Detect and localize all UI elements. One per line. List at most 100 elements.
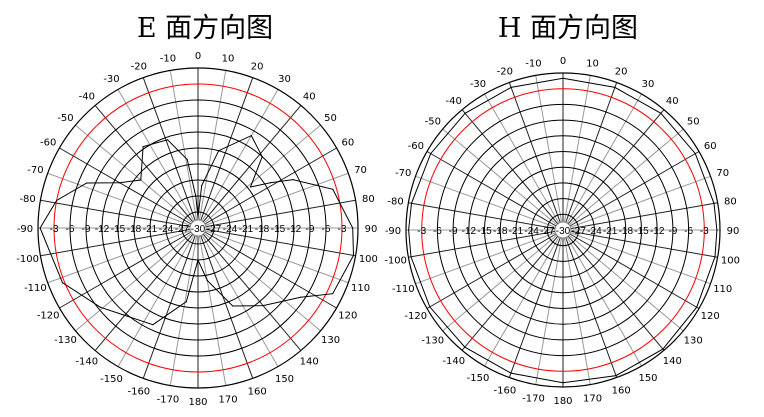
e-plane-angle-tick-label: -10 <box>160 54 176 65</box>
h-plane-pattern-point <box>408 229 410 231</box>
h-plane-radial-tick-label: -3 <box>700 226 709 237</box>
h-plane-spoke <box>484 236 560 367</box>
e-plane-angle-tick-label: -130 <box>54 335 77 346</box>
e-plane-radial-tick-label: -6 <box>322 224 331 235</box>
e-plane-radial-tick-label: -21 <box>143 224 158 235</box>
h-plane-spoke <box>570 232 711 285</box>
e-plane-spoke <box>204 231 337 309</box>
h-plane-pattern-point <box>464 346 466 348</box>
h-plane-radial-tick-label: -27 <box>571 226 586 237</box>
e-plane-angle-tick-label: 150 <box>275 374 294 385</box>
h-plane-pattern-point <box>714 256 716 258</box>
h-plane-angle-tick-label: -40 <box>446 96 462 107</box>
h-plane-angle-tick-label: -170 <box>522 393 545 404</box>
h-plane-angle-tick-label: -150 <box>467 373 490 384</box>
e-plane-angle-tick-label: -20 <box>131 61 147 72</box>
h-plane-grid-ring <box>546 213 580 247</box>
e-plane-pattern-point <box>167 139 169 141</box>
e-plane-angle-tick-label: 0 <box>195 51 201 62</box>
e-plane-spoke <box>203 232 321 332</box>
e-plane-spoke <box>169 70 198 221</box>
e-plane-pattern-point <box>352 254 355 257</box>
e-plane-grid-ring <box>101 131 295 325</box>
e-plane-pattern-point <box>39 227 41 229</box>
h-plane-angle-tick-label: -110 <box>392 284 415 295</box>
h-plane-angle-tick-label: 150 <box>638 373 657 384</box>
h-plane-pattern-point <box>510 86 512 88</box>
e-plane-angle-tick-label: -120 <box>37 311 60 322</box>
e-plane-spoke <box>202 233 302 351</box>
h-plane-angle-tick-label: 80 <box>724 196 737 207</box>
h-plane-angle-tick-label: 0 <box>560 56 566 67</box>
e-plane-spoke <box>200 235 254 379</box>
h-plane-spoke <box>563 237 591 385</box>
e-plane-pattern-point <box>185 301 187 303</box>
h-plane-radial-tick-label: -21 <box>603 226 618 237</box>
h-plane-angle-tick-label: 60 <box>704 141 717 152</box>
h-plane-radial-tick-label: -24 <box>524 226 539 237</box>
e-plane-reference-ring <box>53 83 343 373</box>
h-plane-spoke <box>570 175 711 228</box>
h-plane-spoke <box>442 234 558 332</box>
h-plane-spoke <box>568 234 684 332</box>
h-plane-radial-tick-label: -6 <box>433 226 442 237</box>
h-plane-spoke <box>461 235 559 351</box>
h-plane-grid-ring <box>499 166 627 294</box>
h-plane-chart: -3 -3-6 -6-9 -9-12 -12-15 -15-18 -18-21 -21-24-… <box>384 56 740 407</box>
h-plane-spoke <box>569 151 700 227</box>
h-plane-angle-tick-label: 70 <box>716 168 729 179</box>
e-plane-grid-ring <box>117 147 279 309</box>
e-plane-pattern-point <box>249 186 252 188</box>
h-plane-angle-tick-label: 130 <box>684 335 703 346</box>
h-plane-spoke <box>535 75 563 223</box>
e-plane-spoke <box>205 228 356 257</box>
h-plane-title: H 面方向图 <box>497 13 639 44</box>
e-plane-spoke <box>169 235 198 386</box>
h-plane-pattern-point <box>614 86 616 88</box>
e-plane-angle-tick-label: 50 <box>324 113 337 124</box>
e-plane-angle-tick-label: -90 <box>17 224 33 235</box>
h-plane-pattern-point <box>430 152 432 155</box>
h-plane-spoke <box>484 93 560 224</box>
e-plane-radial-tick-label: -27 <box>207 224 222 235</box>
h-plane-radial-tick-label: -9 <box>449 226 458 237</box>
h-plane-pattern-point <box>464 112 466 114</box>
h-plane-radial-tick-label: -30 <box>556 226 571 237</box>
h-plane-spoke <box>535 237 563 385</box>
e-plane-spoke <box>75 232 193 332</box>
e-plane-spoke <box>142 235 196 379</box>
e-plane-pattern-point <box>197 259 199 261</box>
h-plane-spoke <box>415 175 556 228</box>
e-plane-pattern-point <box>332 188 334 190</box>
h-plane-angle-tick-label: 110 <box>713 284 732 295</box>
e-plane-radial-tick-label: -27 <box>175 224 190 235</box>
e-plane-angle-tick-label: 40 <box>303 91 316 102</box>
h-plane-angle-tick-label: 90 <box>727 226 740 237</box>
e-plane-pattern-point <box>61 282 64 284</box>
h-plane-spoke <box>426 151 557 227</box>
h-plane-pattern-point <box>615 374 617 377</box>
h-plane-pattern-point <box>713 202 715 204</box>
e-plane-pattern-point <box>195 195 197 197</box>
e-plane-pattern-point <box>142 146 144 148</box>
e-plane-angle-tick-label: 20 <box>251 61 264 72</box>
h-plane-angle-tick-label: -30 <box>470 79 486 90</box>
e-plane-grid-ring <box>69 99 327 357</box>
e-plane-grid-ring <box>85 115 311 341</box>
h-plane-spoke <box>566 236 642 367</box>
h-plane-angle-tick-label: -160 <box>494 386 517 397</box>
e-plane-angle-tick-label: -50 <box>57 113 73 124</box>
e-plane-radial-tick-label: -15 <box>271 224 286 235</box>
h-plane-spoke <box>508 82 561 223</box>
h-plane-angle-tick-label: 120 <box>701 311 720 322</box>
e-plane-radial-tick-label: -21 <box>239 224 254 235</box>
h-plane-angle-tick-label: -10 <box>525 59 541 70</box>
e-plane-pattern-point <box>232 305 234 307</box>
e-plane-spoke <box>200 77 254 221</box>
e-plane-title: E 面方向图 <box>136 13 274 44</box>
e-plane-spoke <box>75 124 193 224</box>
e-plane-spoke <box>205 199 356 228</box>
e-plane-grid-ring <box>181 211 215 245</box>
h-plane-angle-tick-label: 160 <box>612 386 631 397</box>
e-plane-radial-tick-label: -6 <box>66 224 75 235</box>
